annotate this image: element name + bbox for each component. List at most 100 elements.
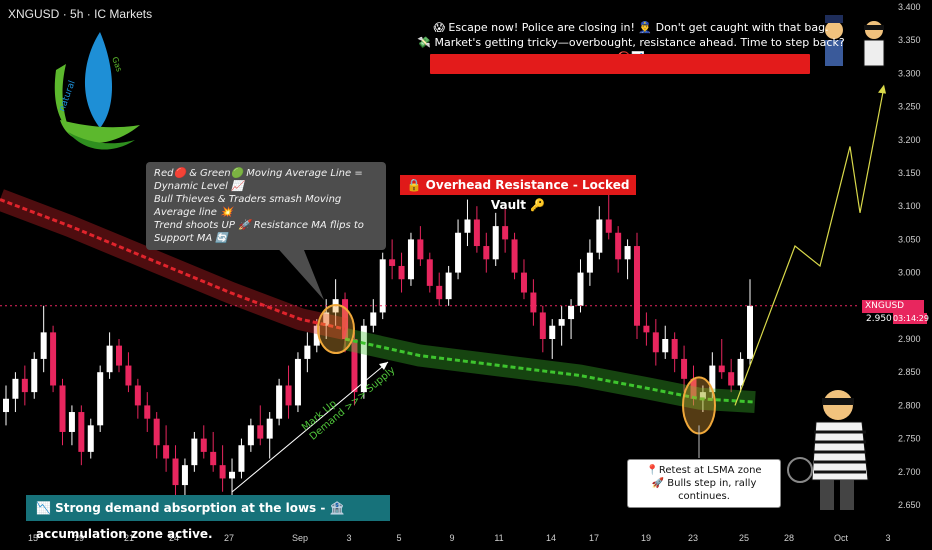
- candle-body: [662, 339, 669, 353]
- candle: [662, 325, 669, 359]
- candle-body: [191, 438, 198, 466]
- title-sep-1: ·: [62, 7, 67, 21]
- candle-body: [379, 259, 386, 313]
- candle: [144, 392, 151, 432]
- x-tick-label: Oct: [834, 533, 849, 543]
- logo-text-gas: Gas: [110, 56, 124, 73]
- candle: [492, 212, 499, 266]
- candle: [464, 199, 471, 247]
- candle-body: [633, 246, 640, 326]
- candle: [40, 305, 47, 373]
- x-tick-label: 19: [74, 533, 84, 543]
- candle: [737, 352, 744, 393]
- candle-body: [323, 312, 330, 326]
- y-tick-label: 3.050: [898, 234, 921, 244]
- candle-body: [360, 325, 367, 393]
- candle: [577, 259, 584, 313]
- candle: [643, 312, 650, 346]
- candle: [106, 332, 113, 379]
- x-tick-label: 19: [641, 533, 651, 543]
- candle-body: [511, 239, 518, 273]
- broker-label: IC Markets: [94, 7, 153, 21]
- candle: [360, 319, 367, 399]
- candle-body: [407, 239, 414, 280]
- candle-body: [596, 219, 603, 253]
- candle: [210, 431, 217, 472]
- candle-body: [586, 252, 593, 273]
- candle: [473, 206, 480, 253]
- ma-line-1: [344, 337, 756, 404]
- x-tick-label: 5: [396, 533, 401, 543]
- ma-line-0: [0, 198, 346, 331]
- candle: [530, 279, 537, 326]
- candle: [21, 365, 28, 406]
- candle: [511, 232, 518, 280]
- candle-body: [106, 345, 113, 373]
- candle-body: [12, 378, 19, 399]
- x-tick-label: 15: [28, 533, 38, 543]
- candle: [520, 259, 527, 300]
- candle: [483, 232, 490, 273]
- x-tick-label: 24: [169, 533, 179, 543]
- candle-body: [483, 246, 490, 260]
- callout-line-3: Trend shoots UP 🚀 Resistance MA flips to…: [154, 220, 364, 244]
- candle-body: [455, 232, 462, 273]
- x-tick-label: 9: [449, 533, 454, 543]
- candle: [398, 252, 405, 293]
- bar-countdown-tag: 03:14:29: [893, 313, 929, 324]
- x-tick-label: 25: [739, 533, 749, 543]
- candle: [445, 265, 452, 306]
- candle: [125, 352, 132, 393]
- candle: [247, 418, 254, 452]
- candle: [219, 445, 226, 492]
- candle-body: [624, 246, 631, 260]
- candle: [436, 272, 443, 306]
- police-body: [825, 40, 843, 66]
- resistance-label: 🔒 Overhead Resistance - Locked Vault 🔑: [400, 175, 636, 212]
- candle: [586, 239, 593, 286]
- candle-body: [577, 272, 584, 306]
- candle-body: [134, 385, 141, 406]
- candle: [615, 226, 622, 273]
- candle-body: [87, 425, 94, 452]
- candle: [426, 252, 433, 293]
- candle-body: [78, 412, 85, 452]
- candle-body: [21, 378, 28, 393]
- candle-body: [276, 385, 283, 419]
- thief-body-small: [863, 39, 885, 67]
- candle-body: [247, 425, 254, 446]
- candle-body: [690, 378, 697, 399]
- candle: [370, 299, 377, 333]
- candle-body: [59, 385, 66, 432]
- candle: [276, 378, 283, 426]
- police-cartoon: [825, 15, 885, 67]
- candle: [596, 206, 603, 260]
- candle: [200, 425, 207, 459]
- candle-body: [520, 272, 527, 293]
- candlestick-series: [3, 192, 753, 505]
- logo-arc: [54, 64, 70, 132]
- candle-body: [389, 259, 396, 266]
- x-tick-label: Sep: [292, 533, 308, 543]
- candle-body: [643, 325, 650, 333]
- candle: [97, 365, 104, 432]
- candle: [31, 352, 38, 399]
- time-axis[interactable]: 15 19 21 24 27 Sep 3 5 9 11 14 17 19 23 25 28 Oct 3: [28, 533, 891, 543]
- candle-body: [50, 332, 57, 386]
- callout-line-2: Bull Thieves & Traders smash Moving Aver…: [154, 194, 342, 218]
- candle-body: [398, 265, 405, 280]
- candle: [12, 372, 19, 413]
- candle-body: [681, 358, 688, 379]
- candle-body: [530, 292, 537, 313]
- candle: [605, 192, 612, 240]
- police-cap: [825, 15, 843, 23]
- candle-body: [172, 458, 179, 486]
- candle: [304, 332, 311, 373]
- price-axis[interactable]: 3.400 3.350 3.300 3.250 3.200 3.150 3.100 3.050…: [898, 2, 921, 510]
- candle-body: [304, 345, 311, 359]
- candle-body: [266, 418, 273, 439]
- symbol-label: XNGUSD: [8, 7, 60, 21]
